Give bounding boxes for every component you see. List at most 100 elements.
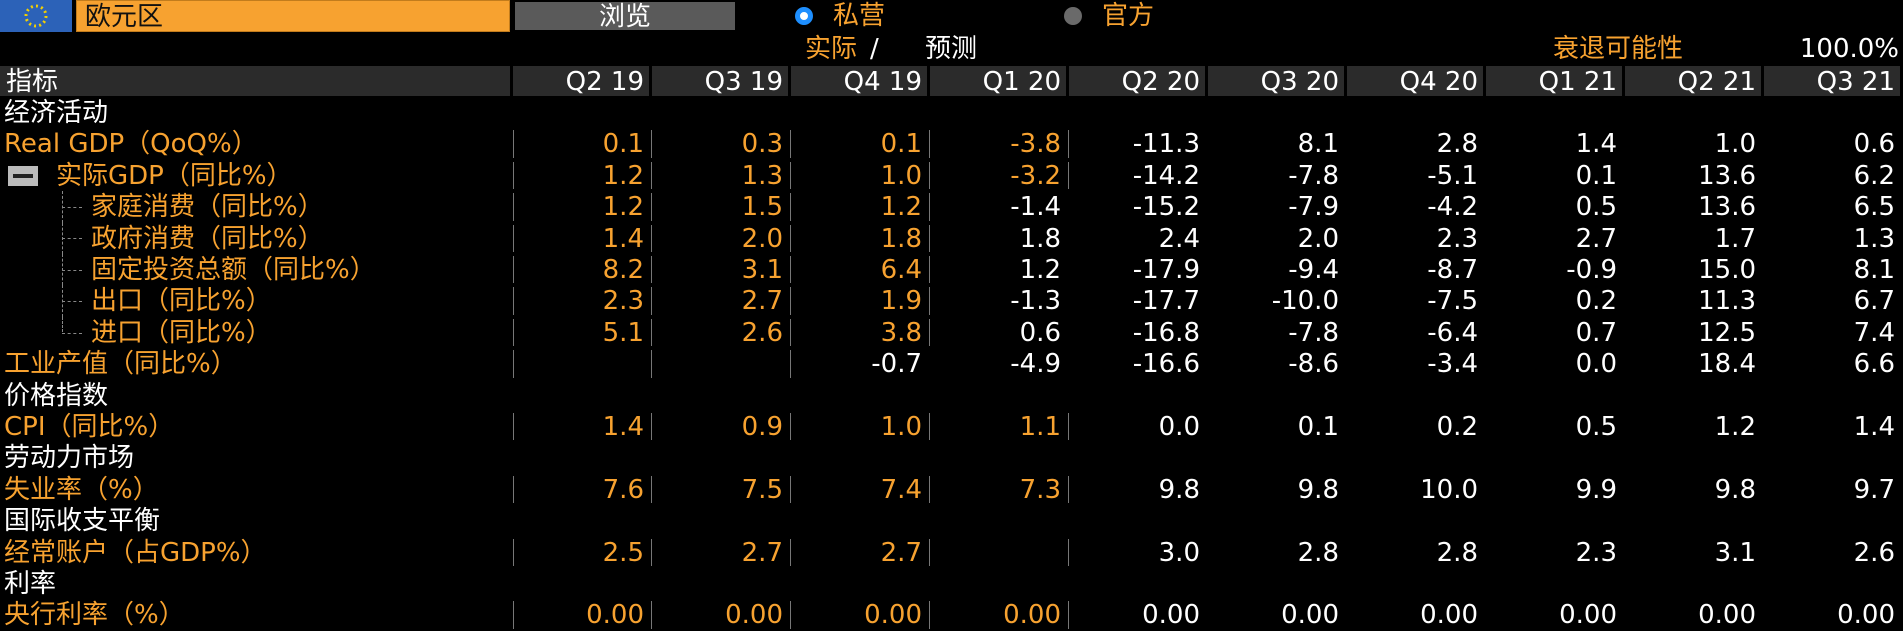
- value-cell: 1.4: [602, 223, 644, 254]
- value-cell: 0.00: [1698, 600, 1756, 631]
- region-dropdown[interactable]: 欧元区: [76, 0, 510, 32]
- header-label: Q3 21: [1816, 67, 1895, 97]
- row-label: 实际GDP（同比%）: [56, 160, 293, 191]
- tree-line: [62, 191, 64, 223]
- browse-text: 浏览: [598, 2, 651, 32]
- cell-divider: [513, 224, 514, 252]
- value-cell: 8.2: [602, 255, 644, 285]
- row-label: Real GDP（QoQ%）: [4, 129, 258, 160]
- section-title: 价格指数: [4, 380, 109, 411]
- value-cell: 11.3: [1698, 286, 1756, 317]
- value-cell: 2.6: [741, 317, 783, 348]
- cell-divider: [790, 475, 791, 504]
- value-cell: 2.7: [741, 537, 783, 568]
- cell-divider: [651, 318, 652, 347]
- value-cell: 2.8: [1436, 129, 1478, 160]
- cell-divider: [929, 130, 930, 158]
- section-title: 劳动力市场: [4, 443, 135, 474]
- value-cell: 2.3: [1436, 223, 1478, 254]
- value-cell: 0.2: [1436, 412, 1478, 442]
- value-cell: 9.8: [1297, 474, 1339, 505]
- value-cell: -8.7: [1427, 255, 1478, 285]
- value-cell: 0.00: [725, 600, 783, 631]
- value-cell: 6.2: [1853, 160, 1895, 191]
- header-cell: [1347, 66, 1483, 96]
- cell-divider: [1068, 538, 1069, 566]
- value-cell: 8.1: [1853, 255, 1895, 285]
- value-cell: 9.9: [1575, 474, 1617, 505]
- value-cell: 0.6: [1019, 317, 1061, 348]
- value-cell: 0.7: [1575, 317, 1617, 348]
- section-title: 经济活动: [4, 98, 109, 128]
- row-label: 工业产值（同比%）: [4, 349, 237, 380]
- value-cell: 1.0: [1714, 129, 1756, 160]
- header-label: Q3 20: [1260, 67, 1339, 97]
- cell-divider: [929, 538, 930, 566]
- cell-divider: [929, 161, 930, 190]
- value-cell: -7.5: [1427, 286, 1478, 317]
- value-cell: 8.1: [1297, 129, 1339, 160]
- header-label: 指标: [6, 67, 59, 97]
- value-cell: 1.7: [1714, 223, 1756, 254]
- header-cell: [0, 66, 510, 96]
- header-label: Q3 19: [704, 67, 783, 97]
- value-cell: 0.1: [1297, 412, 1339, 442]
- value-cell: 7.5: [741, 474, 783, 505]
- value-cell: 10.0: [1420, 474, 1478, 505]
- value-cell: -16.6: [1132, 349, 1200, 380]
- radio-label[interactable]: 官方: [1102, 1, 1155, 31]
- header-cell: [513, 66, 649, 96]
- value-cell: 2.8: [1436, 537, 1478, 568]
- value-cell: 0.00: [864, 600, 922, 631]
- cell-divider: [513, 256, 514, 284]
- cell-divider: [929, 318, 930, 347]
- value-cell: -6.4: [1427, 317, 1478, 348]
- cell-divider: [790, 601, 791, 629]
- row-label: 进口（同比%）: [91, 317, 272, 348]
- value-cell: -7.8: [1288, 317, 1339, 348]
- recession-label: 衰退可能性: [1553, 34, 1684, 64]
- cell-divider: [790, 224, 791, 252]
- value-cell: 15.0: [1698, 255, 1756, 285]
- value-cell: -5.1: [1427, 160, 1478, 191]
- value-cell: 6.5: [1853, 192, 1895, 223]
- value-cell: 1.3: [741, 160, 783, 191]
- value-cell: 1.5: [741, 192, 783, 223]
- value-cell: 0.00: [1142, 600, 1200, 631]
- value-cell: 0.2: [1575, 286, 1617, 317]
- value-cell: -3.2: [1010, 160, 1061, 191]
- value-cell: -11.3: [1132, 129, 1200, 160]
- cell-divider: [513, 601, 514, 629]
- cell-divider: [513, 287, 514, 315]
- value-cell: 0.1: [602, 129, 644, 160]
- header-label: Q4 19: [843, 67, 922, 97]
- radio-button[interactable]: [795, 7, 813, 25]
- cell-divider: [790, 161, 791, 190]
- cell-divider: [790, 193, 791, 221]
- header-label: Q1 21: [1538, 67, 1617, 97]
- value-cell: 3.0: [1158, 537, 1200, 568]
- value-cell: -17.7: [1132, 286, 1200, 317]
- value-cell: 1.4: [1575, 129, 1617, 160]
- radio-label[interactable]: 私营: [833, 1, 886, 31]
- tree-line: [62, 206, 82, 209]
- value-cell: 1.2: [1019, 255, 1061, 285]
- row-label: 政府消费（同比%）: [91, 223, 324, 254]
- value-cell: 2.7: [880, 537, 922, 568]
- region-text: 欧元区: [85, 2, 164, 32]
- cell-divider: [513, 538, 514, 566]
- value-cell: -4.9: [1010, 349, 1061, 380]
- value-cell: 13.6: [1698, 192, 1756, 223]
- value-cell: 3.1: [741, 255, 783, 285]
- cell-divider: [1068, 161, 1069, 190]
- value-cell: -9.4: [1288, 255, 1339, 285]
- cell-divider: [790, 318, 791, 347]
- value-cell: 9.8: [1714, 474, 1756, 505]
- browse-button[interactable]: 浏览: [515, 2, 735, 30]
- value-cell: 7.6: [602, 474, 644, 505]
- tree-line: [62, 285, 64, 317]
- radio-button[interactable]: [1064, 7, 1082, 25]
- row-label: CPI（同比%）: [4, 412, 175, 442]
- tree-line: [62, 332, 82, 335]
- value-cell: 7.3: [1019, 474, 1061, 505]
